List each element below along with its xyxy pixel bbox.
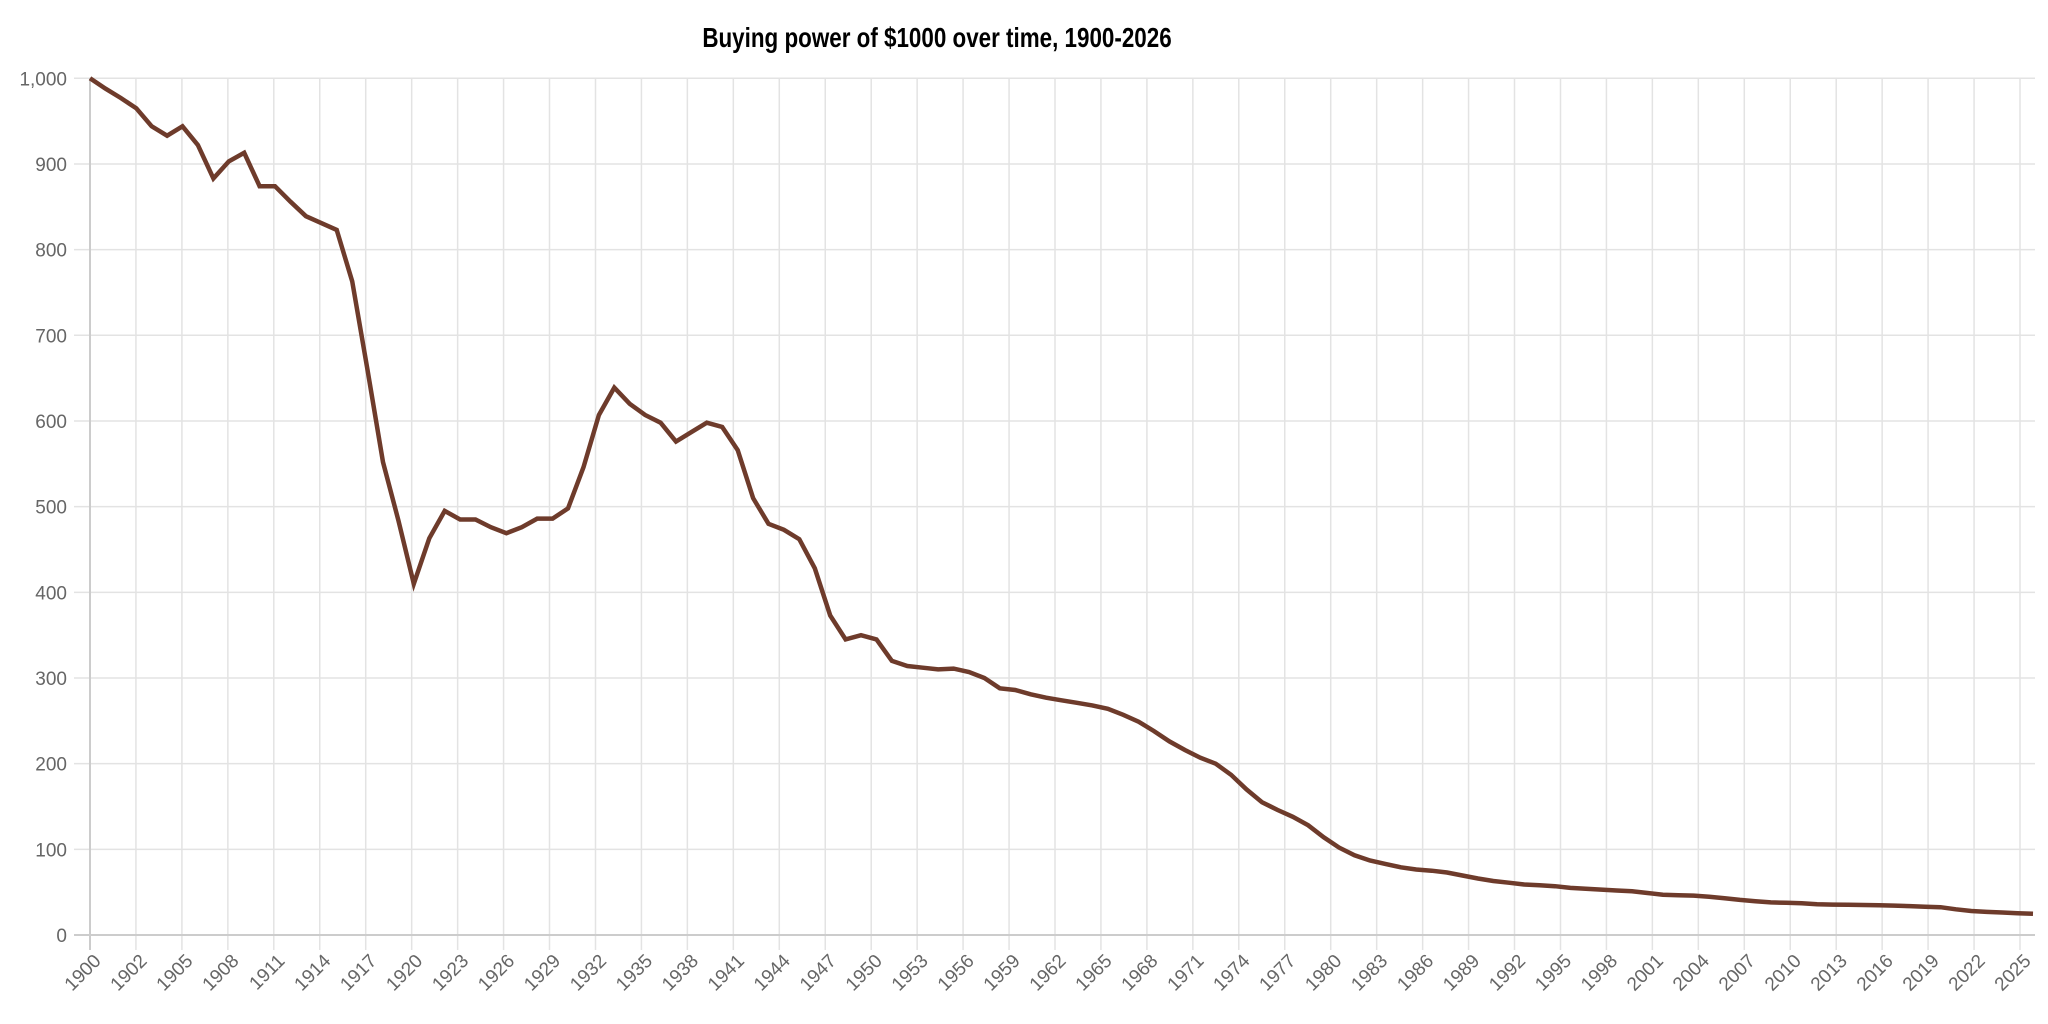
x-tick-label: 1947	[796, 951, 841, 996]
x-tick-label: 2022	[1945, 951, 1990, 996]
y-axis-tick-labels: 0 100 200 300 400 500 600 700 800 900 1,000	[19, 69, 67, 947]
x-tick-label: 1944	[750, 950, 795, 995]
x-tick-label: 2004	[1669, 950, 1714, 995]
y-tick-label: 800	[35, 241, 67, 262]
x-tick-label: 1992	[1485, 951, 1530, 996]
x-tick-label: 1968	[1118, 951, 1163, 996]
x-tick-label: 1965	[1072, 951, 1117, 996]
y-tick-label: 700	[35, 326, 67, 347]
x-tick-label: 1959	[980, 951, 1025, 996]
y-tick-label: 500	[35, 498, 67, 519]
x-tick-label: 1971	[1164, 951, 1209, 996]
y-tick-label: 100	[35, 840, 67, 861]
x-tick-label: 1950	[842, 951, 887, 996]
x-tick-label: 2016	[1853, 951, 1898, 996]
x-tick-label: 1974	[1210, 950, 1255, 995]
x-gridlines	[89, 78, 2021, 950]
x-tick-label: 1995	[1531, 951, 1576, 996]
x-tick-label: 1941	[704, 951, 749, 996]
y-tick-label: 0	[56, 926, 67, 947]
y-tick-label: 400	[35, 583, 67, 604]
x-tick-label: 1902	[107, 951, 152, 996]
x-tick-label: 1914	[291, 950, 336, 995]
x-tick-label: 2025	[1991, 951, 2036, 996]
x-tick-label: 1989	[1439, 951, 1484, 996]
x-tick-label: 2001	[1623, 951, 1668, 996]
series-line-buying-power	[88, 76, 2034, 917]
x-tick-label: 1917	[337, 951, 382, 996]
x-tick-label: 1920	[382, 951, 427, 996]
x-tick-label: 1905	[153, 951, 198, 996]
y-tick-label: 1,000	[19, 69, 67, 90]
x-tick-label: 1908	[199, 951, 244, 996]
x-tick-label: 1998	[1577, 951, 1622, 996]
x-tick-label: 1977	[1256, 951, 1301, 996]
x-tick-label: 1956	[934, 951, 979, 996]
chart-title: Buying power of $1000 over time, 1900-20…	[702, 22, 1172, 53]
x-tick-label: 2019	[1899, 951, 1944, 996]
x-tick-label: 1986	[1393, 951, 1438, 996]
x-tick-label: 1962	[1026, 951, 1071, 996]
x-tick-label: 2013	[1807, 951, 1852, 996]
x-tick-label: 1911	[246, 951, 290, 995]
x-tick-label: 1980	[1302, 951, 1347, 996]
x-tick-label: 1983	[1347, 951, 1392, 996]
y-tick-label: 300	[35, 669, 67, 690]
x-axis-tick-labels: 1900 1902 1905 1908 1911 1914 1917 1920 1923 1926…	[61, 950, 2036, 995]
y-tick-label: 900	[35, 155, 67, 176]
x-tick-label: 1926	[474, 951, 519, 996]
y-tick-label: 600	[35, 412, 67, 433]
x-tick-label: 1932	[566, 951, 611, 996]
x-tick-label: 1938	[658, 951, 703, 996]
x-tick-label: 1953	[888, 951, 933, 996]
x-tick-label: 1923	[428, 951, 473, 996]
x-tick-label: 1900	[61, 951, 106, 996]
x-tick-label: 2010	[1761, 951, 1806, 996]
x-tick-label: 2007	[1715, 951, 1760, 996]
y-tick-label: 200	[35, 755, 67, 776]
x-tick-label: 1935	[612, 951, 657, 996]
x-tick-label: 1929	[520, 951, 565, 996]
